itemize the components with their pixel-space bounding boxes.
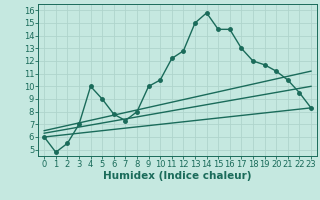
X-axis label: Humidex (Indice chaleur): Humidex (Indice chaleur) (103, 171, 252, 181)
